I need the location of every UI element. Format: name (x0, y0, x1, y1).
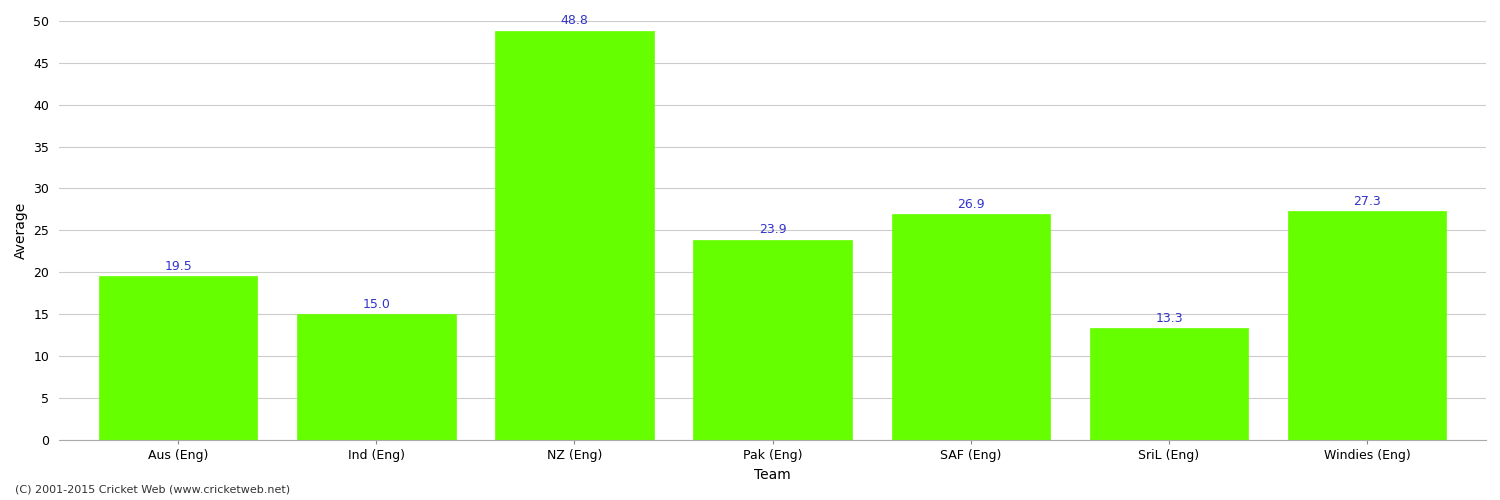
Bar (891, 214, 1050, 440)
Bar (495, 31, 654, 440)
Text: 27.3: 27.3 (1353, 194, 1382, 207)
Bar (693, 240, 852, 440)
X-axis label: Team: Team (754, 468, 790, 481)
Y-axis label: Average: Average (13, 202, 28, 259)
Text: 48.8: 48.8 (561, 14, 588, 28)
Bar (1089, 328, 1248, 440)
Bar (1288, 211, 1446, 440)
Text: 13.3: 13.3 (1155, 312, 1184, 325)
Text: 19.5: 19.5 (164, 260, 192, 273)
Text: 15.0: 15.0 (363, 298, 390, 311)
Text: 26.9: 26.9 (957, 198, 984, 211)
Text: (C) 2001-2015 Cricket Web (www.cricketweb.net): (C) 2001-2015 Cricket Web (www.cricketwe… (15, 485, 290, 495)
Bar (297, 314, 456, 440)
Text: 23.9: 23.9 (759, 223, 786, 236)
Bar (99, 276, 258, 440)
